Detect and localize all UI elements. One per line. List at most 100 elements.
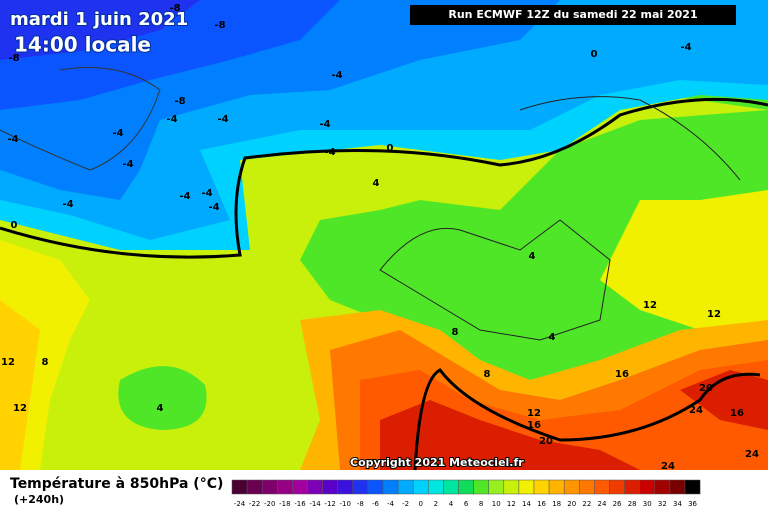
contour-label: 4 [157,403,164,414]
colorbar-label: 14 [522,500,531,508]
colorbar-label: -10 [340,500,351,508]
colorbar-label: 16 [537,500,546,508]
colorbar-swatch [594,479,610,495]
colorbar-label: -8 [357,500,364,508]
colorbar-label: -24 [234,500,246,508]
contour-label: -8 [214,20,225,31]
contour-label: -4 [122,159,133,170]
contour-label: 12 [643,300,657,311]
colorbar-label: 26 [613,500,622,508]
colorbar-swatch [367,479,384,495]
colorbar-label: -16 [294,500,306,508]
colorbar-swatch [639,479,656,495]
contour-label: 4 [549,332,556,343]
colorbar-label: 0 [419,500,423,508]
colorbar-label: -18 [279,500,290,508]
colorbar-swatch [548,479,565,495]
colorbar-label: 18 [552,500,561,508]
contour-label: -4 [7,134,18,145]
contour-label: -8 [8,53,19,64]
colorbar-label: 8 [479,500,483,508]
colorbar-label: 4 [449,500,454,508]
colorbar-label: -22 [249,500,260,508]
contour-label: -4 [680,42,691,53]
contour-label: 0 [11,220,18,231]
colorbar-swatch [503,479,520,495]
contour-label: 4 [529,251,536,262]
colorbar-swatch [246,479,263,495]
forecast-hour: (+240h) [14,493,64,506]
colorbar-swatch [684,479,701,495]
contour-label: 24 [689,405,703,416]
colorbar-swatch [654,479,671,495]
colorbar-label: 34 [673,500,682,508]
contour-label: 0 [591,49,598,60]
contour-label: 12 [527,408,541,419]
colorbar-swatch [609,479,625,495]
colorbar-label: 32 [658,500,667,508]
contour-label: 16 [527,420,541,431]
contour-label: 8 [484,369,491,380]
colorbar-swatch [352,479,369,495]
contour-labels: -8 -8 -8 -4 -8 -4 -4 -4 -4 -4 -4 0 -4 -4 -4 -4 -4 0 4 0 -4 4 1… [1,3,759,472]
colorbar-label: -6 [372,500,380,508]
contour-label: -4 [112,128,123,139]
colorbar-label: 36 [688,500,697,508]
contour-label: 20 [699,383,713,394]
time: 14:00 locale [14,33,151,57]
colorbar-label: 28 [628,500,637,508]
contour-label: 12 [13,403,27,414]
colorbar-label: 2 [434,500,438,508]
contour-label: -4 [217,114,228,125]
colorbar-label: 20 [567,500,576,508]
colorbar-swatch [624,479,640,495]
contour-label: -4 [331,70,342,81]
contour-label: 8 [42,357,49,368]
contour-label: 20 [539,436,553,447]
contour-label: 16 [730,408,744,419]
colorbar-swatch [669,479,686,495]
colorbar-swatch [337,479,354,495]
colorbar-label: -14 [309,500,321,508]
colorbar-swatch [261,479,278,495]
colorbar-swatch [292,479,308,495]
colorbar-swatch [458,479,474,495]
map: -8 -8 -8 -4 -8 -4 -4 -4 -4 -4 -4 0 -4 -4 -4 -4 -4 0 4 0 -4 4 1… [0,0,768,472]
contour-label: 0 [387,143,394,154]
contour-label: 16 [615,369,629,380]
colorbar-label: 6 [464,500,469,508]
colorbar-label: 22 [582,500,591,508]
contour-label: -4 [62,199,73,210]
contour-label: 12 [1,357,15,368]
colorbar-swatch [488,479,505,495]
colorbar-swatch [397,479,414,495]
date: mardi 1 juin 2021 [10,9,188,30]
colorbar-swatch [231,479,248,495]
contour-label: 8 [452,327,459,338]
contour-label: 24 [661,461,675,472]
colorbar-swatch [307,479,323,495]
contour-label: -8 [174,96,185,107]
colorbar-label: -20 [264,500,275,508]
contour-label: -4 [201,188,212,199]
contour-label: -4 [324,147,335,158]
colorbar-label: 10 [492,500,501,508]
contour-label: 4 [373,178,380,189]
colorbar: -24 -22 -20 -18 -16 -14 -12 -10 -8 -6 -4 -2 0 2 4 6 8 10 1… [231,479,701,508]
colorbar-swatch [277,479,293,495]
colorbar-swatch [563,479,580,495]
colorbar-label: 30 [643,500,652,508]
colorbar-swatch [443,479,459,495]
contour-label: -8 [169,3,180,14]
colorbar-swatch [412,479,429,495]
colorbar-label: -2 [402,500,409,508]
copyright: Copyright 2021 Meteociel.fr [350,456,524,469]
colorbar-swatch [579,479,595,495]
colorbar-swatch [518,479,535,495]
colorbar-label: 24 [597,500,606,508]
contour-label: 12 [707,309,721,320]
contour-label: -4 [166,114,177,125]
colorbar-swatch [428,479,444,495]
contour-label: -4 [208,202,219,213]
